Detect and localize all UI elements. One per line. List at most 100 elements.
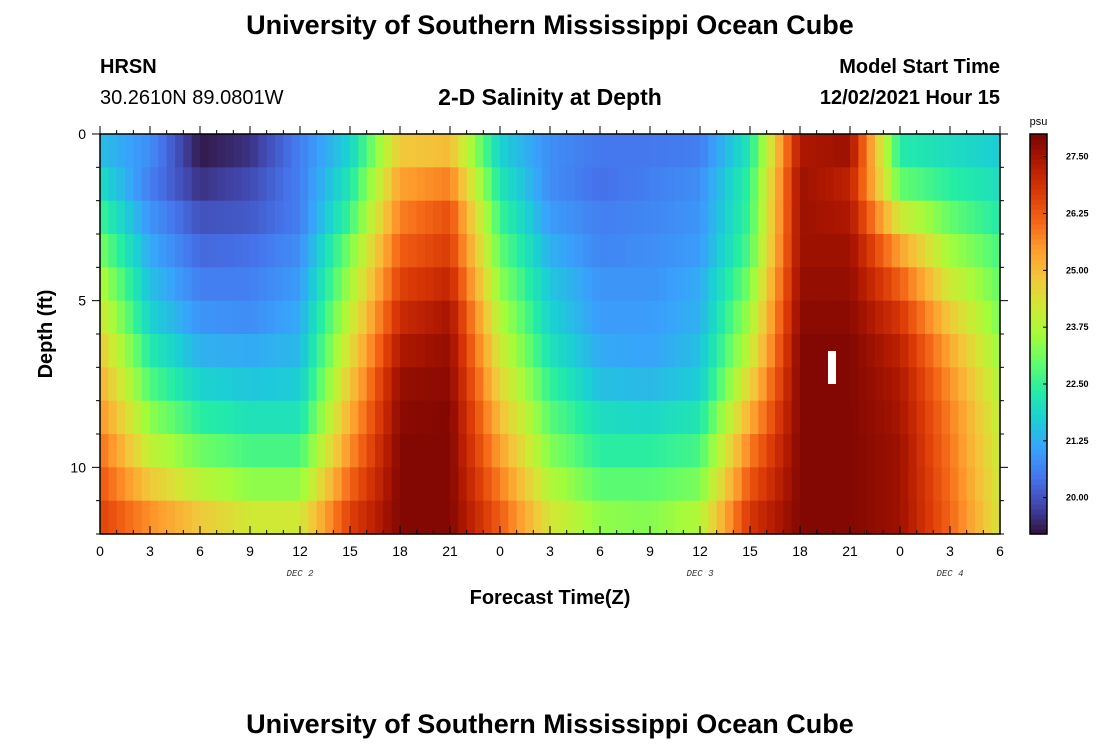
heatmap-cell (991, 467, 1001, 502)
heatmap-cell (233, 200, 243, 235)
colorbar-segment (1030, 369, 1047, 375)
heatmap-cell (866, 367, 876, 402)
heatmap-cell (466, 434, 476, 468)
heatmap-cell (866, 334, 876, 368)
heatmap-cell (175, 334, 184, 368)
heatmap-cell (558, 134, 568, 168)
heatmap-cell (233, 267, 243, 302)
heatmap-cell (225, 400, 234, 435)
heatmap-cell (516, 167, 526, 202)
heatmap-cell (825, 200, 834, 235)
heatmap-cell (933, 267, 943, 302)
heatmap-cell (433, 267, 443, 302)
heatmap-cell (375, 134, 384, 168)
heatmap-cell (775, 400, 784, 435)
heatmap-cell (858, 334, 868, 368)
heatmap-cell (500, 234, 509, 268)
heatmap-cell (916, 334, 926, 368)
heatmap-cell (391, 267, 401, 302)
heatmap-cell (433, 500, 443, 535)
heatmap-cell (225, 200, 234, 235)
heatmap-cell (875, 300, 884, 335)
heatmap-cell (450, 467, 459, 502)
heatmap-cell (441, 267, 451, 302)
heatmap-cell (458, 500, 468, 535)
heatmap-cell (833, 200, 843, 235)
heatmap-cell (991, 400, 1001, 435)
heatmap-cell (616, 167, 626, 202)
heatmap-cell (908, 267, 918, 302)
heatmap-cell (883, 500, 893, 535)
heatmap-cell (741, 467, 751, 502)
heatmap-cell (525, 200, 534, 235)
heatmap-cell (316, 467, 326, 502)
heatmap-cell (691, 267, 701, 302)
heatmap-cell (683, 434, 693, 468)
heatmap-cell (700, 200, 709, 235)
y-axis-title: Depth (ft) (35, 290, 57, 379)
heatmap-cell (400, 234, 409, 268)
heatmap-cell (116, 234, 126, 268)
heatmap-cell (358, 367, 368, 402)
heatmap-cell (950, 200, 959, 235)
heatmap-cell (716, 500, 726, 535)
x-tick-label: 9 (246, 543, 254, 559)
heatmap-cell (266, 300, 276, 335)
colorbar-segment (1030, 404, 1047, 410)
heatmap-cell (866, 400, 876, 435)
heatmap-cell (675, 500, 684, 535)
heatmap-cell (625, 467, 634, 502)
heatmap-cell (100, 434, 109, 468)
heatmap-cell (283, 134, 293, 168)
heatmap-cell (741, 167, 751, 202)
heatmap-cell (516, 367, 526, 402)
x-tick-label: 3 (546, 543, 554, 559)
heatmap-cell (175, 367, 184, 402)
heatmap-cell (700, 467, 709, 502)
heatmap-cell (816, 134, 826, 168)
heatmap-cell (125, 234, 134, 268)
heatmap-cell (833, 467, 843, 502)
heatmap-cell (491, 367, 501, 402)
heatmap-cell (533, 500, 543, 535)
heatmap-cell (808, 467, 818, 502)
heatmap-cell (841, 167, 851, 202)
heatmap-cell (833, 400, 843, 435)
heatmap-cell (608, 334, 618, 368)
heatmap-cell (616, 334, 626, 368)
colorbar-segment (1030, 394, 1047, 400)
heatmap-cell (183, 467, 193, 502)
heatmap-cell (883, 367, 893, 402)
heatmap-cell (258, 234, 268, 268)
heatmap-cell (391, 200, 401, 235)
heatmap-cell (400, 200, 409, 235)
heatmap-cell (275, 267, 284, 302)
heatmap-cell (425, 400, 434, 435)
chart-title: 2-D Salinity at Depth (438, 84, 662, 110)
heatmap-cell (925, 134, 934, 168)
heatmap-cell (875, 234, 884, 268)
heatmap-cell (283, 167, 293, 202)
heatmap-cell (841, 200, 851, 235)
heatmap-cell (425, 334, 434, 368)
heatmap-cell (558, 234, 568, 268)
heatmap-cell (141, 467, 151, 502)
heatmap-cell (341, 234, 351, 268)
heatmap-cell (458, 400, 468, 435)
heatmap-cell (200, 234, 209, 268)
heatmap-cell (350, 467, 359, 502)
heatmap-cell (275, 367, 284, 402)
heatmap-cell (500, 434, 509, 468)
heatmap-cell (650, 434, 659, 468)
x-tick-label: 15 (742, 543, 758, 559)
heatmap-cell (850, 400, 859, 435)
heatmap-cell (408, 434, 418, 468)
heatmap-cell (650, 400, 659, 435)
heatmap-cell (108, 267, 118, 302)
heatmap-cell (675, 367, 684, 402)
colorbar-segment (1030, 314, 1047, 320)
x-tick-label: 12 (292, 543, 308, 559)
heatmap-cell (758, 300, 768, 335)
model-start-value: 12/02/2021 Hour 15 (819, 87, 1000, 109)
heatmap-cell (150, 167, 159, 202)
